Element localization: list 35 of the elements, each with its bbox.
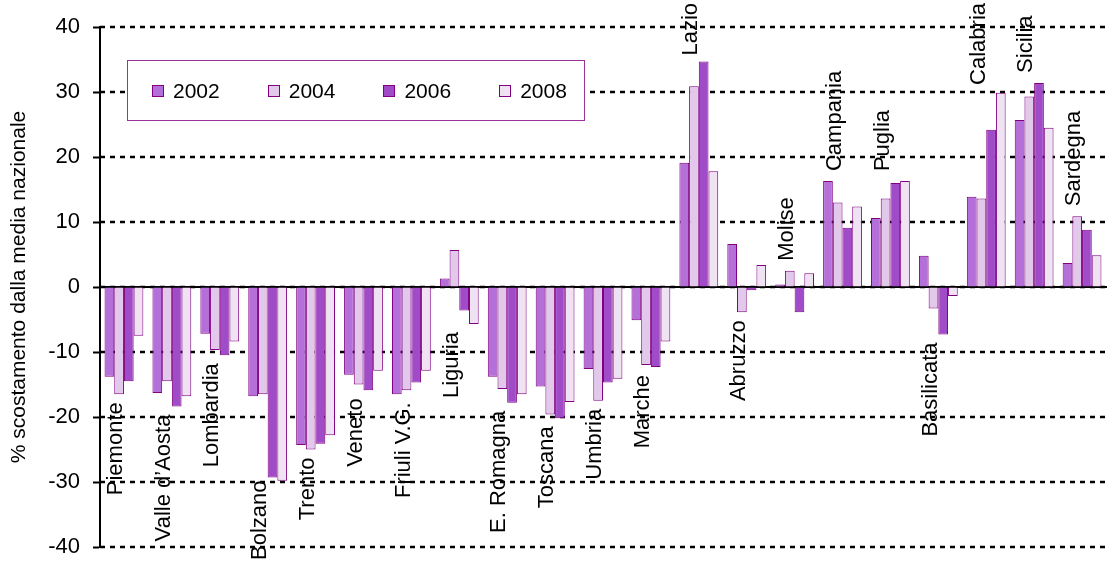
x-tick-label: E. Romagna: [485, 409, 511, 533]
y-tick-label: 30: [55, 78, 80, 104]
x-tick-label: Toscana: [533, 425, 559, 509]
x-tick-label: Liguria: [437, 331, 463, 399]
x-tick-label: Friuli V.G.: [389, 402, 415, 499]
x-tick-label: Marche: [629, 374, 655, 449]
legend-label: 2008: [520, 78, 567, 103]
x-tick-label: Valle d’Aosta: [150, 413, 176, 542]
x-tick-label: Sicilia: [1012, 14, 1038, 73]
x-tick-label: Lombardia: [198, 362, 224, 468]
y-tick-label: 0: [67, 273, 80, 299]
y-tick-label: -30: [48, 468, 80, 494]
x-tick-label: Calabria: [964, 2, 990, 85]
x-tick-label: Basilicata: [916, 341, 942, 437]
y-tick-label: -20: [48, 403, 80, 429]
y-tick-label: 20: [55, 143, 80, 169]
y-tick-label: 10: [55, 208, 80, 234]
y-tick-label: 40: [55, 13, 80, 39]
x-tick-label: Trento: [293, 457, 319, 521]
y-tick-label: -10: [48, 338, 80, 364]
x-tick-label: Campania: [820, 70, 846, 172]
x-tick-label: Lazio: [677, 3, 703, 56]
x-tick-label: Abruzzo: [725, 320, 751, 402]
x-tick-label: Veneto: [341, 398, 367, 467]
y-axis-title: % scostamento dalla media nazionale: [6, 110, 30, 464]
x-tick-label: Molise: [772, 197, 798, 261]
x-tick-label: Piemonte: [102, 402, 128, 496]
x-tick-label: Puglia: [868, 109, 894, 172]
legend-label: 2006: [404, 78, 452, 103]
x-tick-label: Bolzano: [245, 480, 271, 561]
legend-label: 2002: [173, 78, 220, 103]
x-tick-label: Sardegna: [1060, 109, 1086, 207]
x-tick-label: Umbria: [581, 407, 607, 480]
y-tick-label: -40: [48, 533, 80, 559]
legend-label: 2004: [288, 78, 336, 103]
